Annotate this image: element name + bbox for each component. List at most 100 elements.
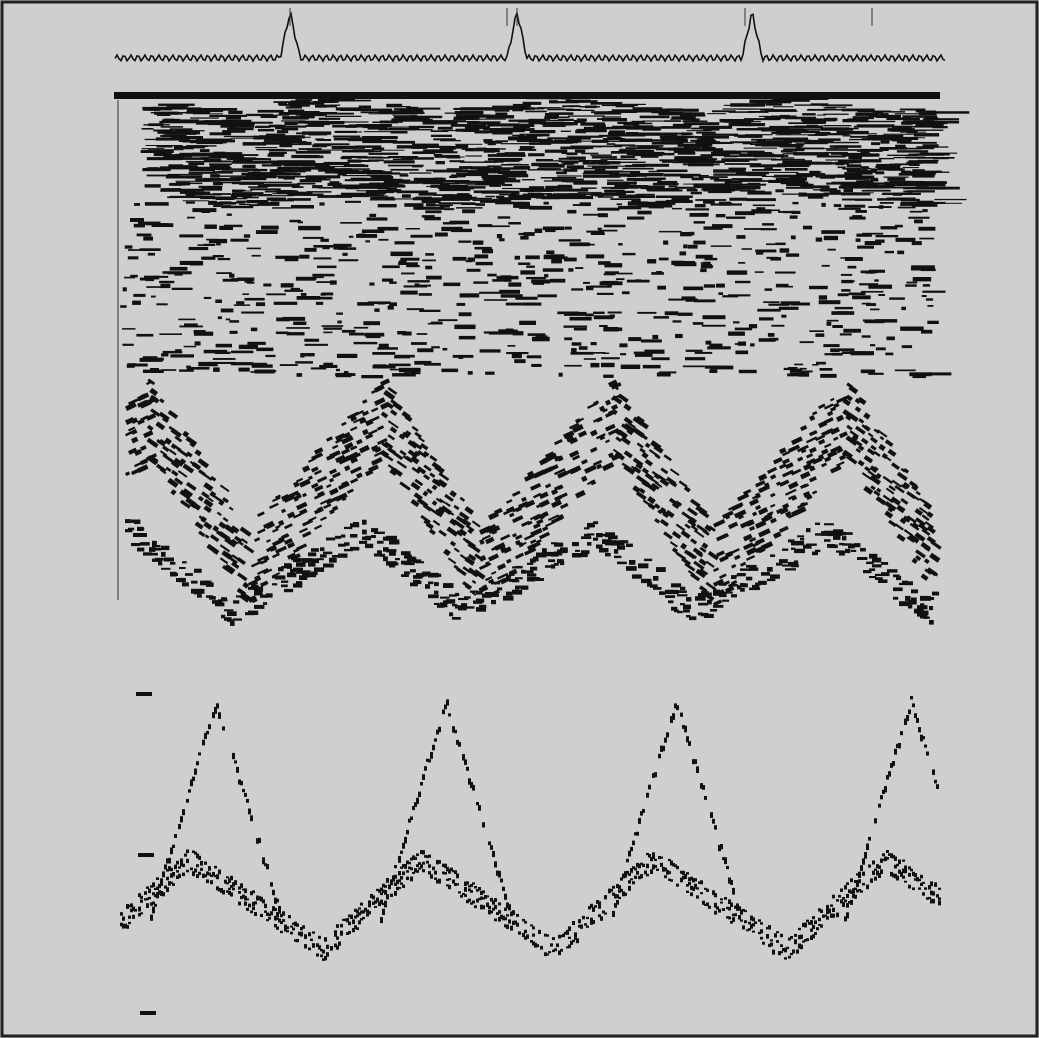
echo-dash <box>686 350 703 352</box>
echo-dash <box>216 242 221 246</box>
echo-dash <box>756 207 765 211</box>
wall-echo <box>515 566 523 569</box>
wall-echo <box>233 600 239 603</box>
echo-stripe <box>855 176 874 179</box>
echo-stripe <box>434 154 443 156</box>
posterior-echo <box>368 900 371 904</box>
echo-dash <box>568 268 573 272</box>
echo-dash <box>159 333 182 335</box>
echo-dash <box>816 238 822 242</box>
posterior-echo <box>552 937 555 940</box>
posterior-echo <box>434 878 437 880</box>
echo-stripe <box>195 179 223 181</box>
echo-dash <box>508 222 521 225</box>
echo-stripe <box>662 160 673 162</box>
wall-echo <box>359 541 367 544</box>
echo-dash <box>889 297 905 299</box>
echo-stripe <box>259 182 292 183</box>
echo-dash <box>544 202 549 205</box>
wall-echo <box>794 541 804 546</box>
echo-stripe <box>256 149 284 150</box>
echo-stripe <box>384 160 415 163</box>
echo-dash <box>179 326 203 328</box>
leaflet-echo <box>618 885 621 889</box>
echo-dash <box>823 344 839 347</box>
echo-stripe <box>145 184 161 187</box>
posterior-echo <box>770 939 773 941</box>
posterior-echo <box>414 857 417 860</box>
echo-dash <box>846 280 855 282</box>
posterior-echo <box>416 853 419 856</box>
echo-stripe <box>284 177 295 179</box>
echo-stripe <box>882 194 898 195</box>
echo-stripe <box>577 129 607 132</box>
echo-stripe <box>397 116 427 119</box>
echo-stripe <box>399 108 423 112</box>
echo-dash <box>443 222 456 224</box>
leaflet-echo <box>206 731 209 735</box>
wall-echo <box>863 570 872 573</box>
leaflet-echo <box>208 724 211 729</box>
echo-stripe <box>348 139 382 142</box>
echo-dash <box>879 205 884 209</box>
posterior-echo <box>464 894 467 897</box>
wall-echo <box>197 595 202 598</box>
echo-stripe <box>687 130 712 131</box>
echo-dash <box>402 332 411 336</box>
echo-dash <box>546 251 554 255</box>
echo-stripe <box>783 153 809 154</box>
echo-dash <box>459 336 476 340</box>
echo-stripe <box>856 180 873 182</box>
echo-dash <box>461 203 480 205</box>
echo-stripe <box>277 114 289 115</box>
leaflet-echo <box>196 761 199 765</box>
echo-dash <box>865 272 875 274</box>
echo-dash <box>603 375 614 378</box>
wall-echo <box>428 582 433 585</box>
echo-dash <box>702 325 726 327</box>
echo-stripe <box>664 120 681 122</box>
leaflet-echo <box>906 715 909 721</box>
wall-echo <box>581 550 590 554</box>
echo-dash <box>586 254 604 258</box>
echo-stripe <box>897 126 933 128</box>
echo-dash <box>841 274 852 276</box>
posterior-echo <box>938 888 941 890</box>
echo-stripe <box>607 137 622 138</box>
echo-stripe <box>707 113 726 114</box>
wall-echo <box>920 603 924 608</box>
posterior-echo <box>398 879 401 882</box>
echo-stripe <box>862 190 891 192</box>
echo-dash <box>857 246 874 249</box>
posterior-echo <box>468 899 471 902</box>
wall-echo <box>758 581 767 585</box>
posterior-echo <box>706 903 709 907</box>
echo-dash <box>700 269 706 273</box>
echo-dash <box>343 253 348 256</box>
echo-stripe <box>612 109 640 111</box>
echo-stripe <box>709 143 732 144</box>
echo-dash <box>819 295 827 299</box>
wall-echo <box>719 583 727 586</box>
echo-stripe <box>520 190 555 192</box>
echo-stripe <box>144 108 155 111</box>
echo-stripe <box>786 176 813 178</box>
echo-dash <box>378 204 397 207</box>
wall-echo <box>698 603 708 606</box>
echo-stripe <box>561 131 571 132</box>
posterior-echo <box>408 862 411 865</box>
echo-dash <box>755 250 776 253</box>
posterior-echo <box>336 924 339 928</box>
leaflet-echo <box>936 784 939 789</box>
echo-stripe <box>931 187 960 190</box>
echo-stripe <box>934 199 966 200</box>
echo-stripe <box>372 122 386 124</box>
posterior-echo <box>648 854 651 858</box>
echo-dash <box>852 215 862 217</box>
echo-dash <box>832 325 843 328</box>
wall-echo <box>371 528 378 532</box>
echo-dash <box>843 329 861 333</box>
echo-dash <box>473 241 484 245</box>
echo-dash <box>252 364 273 367</box>
echo-dash <box>678 313 693 316</box>
